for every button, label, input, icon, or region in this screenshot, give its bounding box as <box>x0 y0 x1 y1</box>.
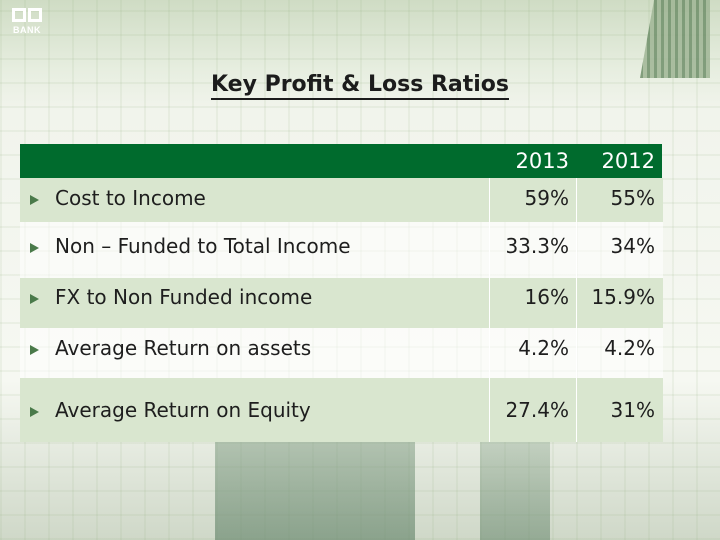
value-2013: 33.3% <box>505 234 569 258</box>
table-row: FX to Non Funded income 16% 15.9% <box>20 278 663 328</box>
slide-title: Key Profit & Loss Ratios <box>0 72 720 100</box>
header-year-2012: 2012 <box>601 149 655 173</box>
header-year-2013: 2013 <box>515 149 569 173</box>
value-2012: 15.9% <box>591 285 655 309</box>
table-row: Non – Funded to Total Income 33.3% 34% <box>20 222 663 278</box>
logo-text: BANK <box>13 25 41 35</box>
value-2012: 31% <box>610 398 655 422</box>
value-2012: 34% <box>610 234 655 258</box>
value-2012: 55% <box>610 186 655 210</box>
table-row: Average Return on Equity 27.4% 31% <box>20 378 663 442</box>
row-label: FX to Non Funded income <box>55 285 313 309</box>
logo-square-right <box>28 8 42 22</box>
value-2013: 59% <box>524 186 569 210</box>
bullet-arrow-icon <box>30 345 39 355</box>
bullet-arrow-icon <box>30 243 39 253</box>
value-2012: 4.2% <box>604 336 655 360</box>
row-label: Non – Funded to Total Income <box>55 234 351 258</box>
table-header: 2013 2012 <box>20 144 662 178</box>
row-label: Average Return on Equity <box>55 398 311 422</box>
table-row: Cost to Income 59% 55% <box>20 178 663 222</box>
logo-square-left <box>12 8 26 22</box>
bank-logo: BANK <box>10 8 44 38</box>
bullet-arrow-icon <box>30 407 39 417</box>
value-2013: 27.4% <box>505 398 569 422</box>
corner-building-image <box>640 0 710 78</box>
row-label: Average Return on assets <box>55 336 312 360</box>
table-row: Average Return on assets 4.2% 4.2% <box>20 328 663 378</box>
bullet-arrow-icon <box>30 294 39 304</box>
value-2013: 4.2% <box>518 336 569 360</box>
slide-title-text: Key Profit & Loss Ratios <box>210 72 510 100</box>
value-2013: 16% <box>524 285 569 309</box>
row-label: Cost to Income <box>55 186 206 210</box>
bullet-arrow-icon <box>30 195 39 205</box>
